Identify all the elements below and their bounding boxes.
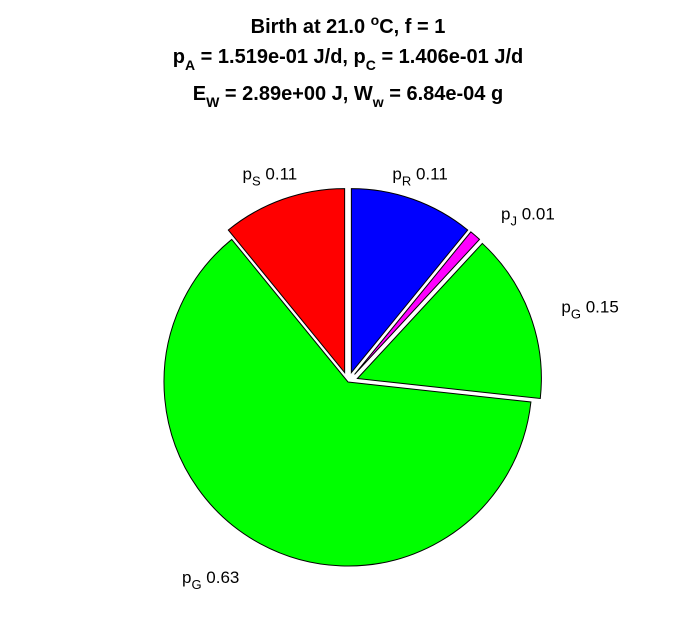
pie-slice-pg-4 [163,238,532,567]
chart-title-line-2: pA = 1.519e-01 J/d, pC = 1.406e-01 J/d [173,46,523,73]
chart-title-line-3: EW = 2.89e+00 J, Ww = 6.84e-04 g [193,83,503,110]
slice-label-pr-1: pR 0.11 [392,165,447,189]
slice-label-pg-4: pG 0.63 [182,568,239,592]
pie-slice-pj-2 [354,231,481,375]
pie-slice-pg-3 [356,242,542,400]
pie-slice-ps-5 [227,188,346,374]
slice-label-ps-5: pS 0.11 [243,165,298,189]
slice-label-pj-2: pJ 0.01 [501,205,555,229]
slice-label-pg-3: pG 0.15 [561,298,618,322]
slice-labels: pR 0.11 pJ 0.01 pG 0.15 pG 0.63 pS 0.11 [182,165,619,592]
chart-title-line-1: Birth at 21.0 oC, f = 1 [251,12,446,38]
pie-slices [163,188,542,567]
pie-slice-pr-1 [350,188,469,374]
chart-title: Birth at 21.0 oC, f = 1 pA = 1.519e-01 J/… [173,12,523,110]
